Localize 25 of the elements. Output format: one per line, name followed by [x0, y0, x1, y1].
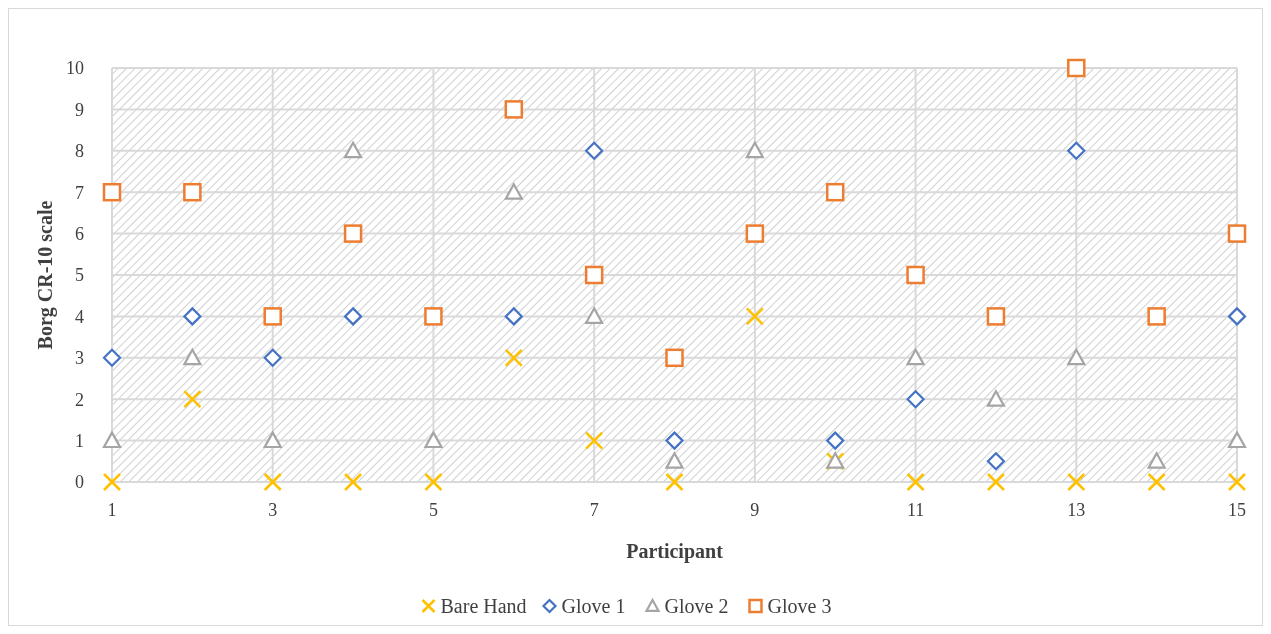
x-axis-title: Participant [626, 540, 724, 563]
x-tick-label: 7 [589, 500, 599, 520]
y-tick-label: 9 [75, 99, 84, 120]
y-tick-label: 6 [75, 223, 84, 244]
legend-label: Bare Hand [440, 595, 527, 617]
y-axis-title: Borg CR-10 scale [34, 200, 57, 350]
legend-label: Glove 3 [767, 595, 832, 617]
x-tick-label: 15 [1228, 500, 1246, 520]
y-tick-label: 8 [75, 141, 84, 162]
y-tick-label: 10 [66, 58, 84, 79]
legend-label: Glove 2 [664, 595, 729, 617]
x-tick-label: 3 [268, 500, 278, 520]
x-tick-label: 5 [428, 500, 438, 520]
x-tick-label: 11 [906, 500, 925, 520]
x-tick-label: 1 [107, 500, 117, 520]
y-tick-label: 0 [75, 472, 84, 493]
y-tick-label: 5 [75, 265, 84, 286]
y-tick-label: 2 [75, 389, 84, 410]
y-tick-label: 3 [75, 348, 84, 369]
y-tick-label: 7 [75, 182, 84, 203]
legend-label: Glove 1 [561, 595, 626, 617]
y-tick-label: 1 [75, 430, 84, 451]
x-tick-label: 13 [1067, 500, 1086, 520]
x-tick-label: 9 [750, 500, 760, 520]
y-tick-label: 4 [75, 306, 84, 327]
